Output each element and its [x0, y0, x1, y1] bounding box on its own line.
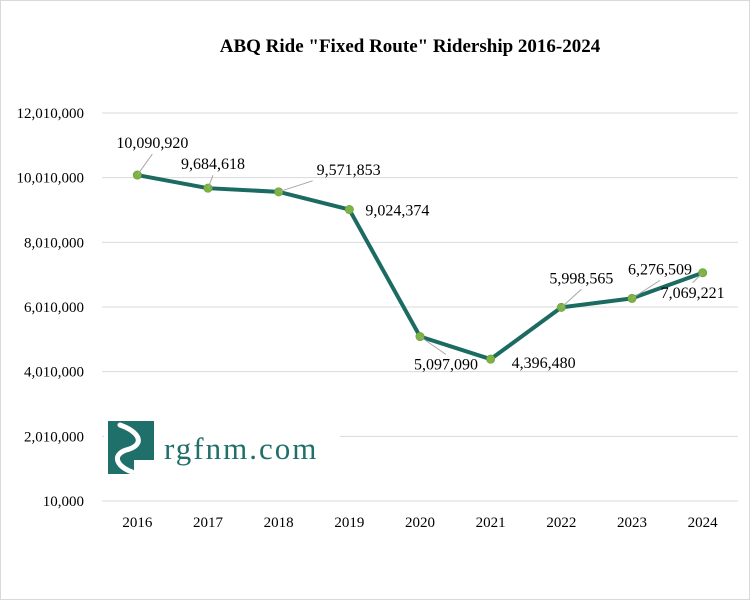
- data-point: [486, 354, 496, 364]
- x-tick-label: 2024: [688, 515, 719, 531]
- rgfnm-logo: rgfnm.com: [104, 421, 340, 476]
- leader-line: [692, 272, 704, 284]
- x-tick-label: 2022: [546, 515, 576, 531]
- data-label: 7,069,221: [661, 285, 725, 302]
- data-point: [415, 332, 425, 342]
- series-layer: [132, 170, 708, 364]
- leader-line: [136, 153, 153, 176]
- leader-line: [207, 175, 214, 189]
- y-tick-label: 4,010,000: [24, 365, 84, 381]
- y-tick-label: 12,010,000: [17, 106, 85, 122]
- leader-line: [631, 279, 661, 299]
- x-tick-label: 2019: [334, 515, 364, 531]
- data-label: 4,396,480: [512, 355, 576, 372]
- data-point: [274, 187, 284, 197]
- x-tick-label: 2017: [193, 515, 224, 531]
- logo-text: rgfnm.com: [164, 431, 318, 466]
- data-label: 5,998,565: [549, 270, 613, 287]
- data-label: 9,024,374: [365, 203, 429, 220]
- data-label: 10,090,920: [116, 135, 188, 152]
- x-axis-ticks: 2016 2017 2018 2019 2020 2021 2022 2023 2024: [122, 515, 718, 531]
- y-tick-label: 10,010,000: [17, 171, 85, 187]
- y-tick-label: 8,010,000: [24, 235, 84, 251]
- x-tick-label: 2020: [405, 515, 435, 531]
- data-labels: 10,090,920 9,684,618 9,571,853 9,024,374 5,0…: [116, 135, 724, 373]
- rgfnm-logo-icon: [108, 421, 154, 475]
- x-tick-label: 2021: [476, 515, 506, 531]
- y-axis-ticks: 10,000 2,010,000 4,010,000 6,010,000 8,010,0…: [17, 106, 85, 510]
- leader-line: [419, 336, 447, 355]
- y-tick-label: 10,000: [43, 494, 84, 510]
- data-label: 5,097,090: [414, 357, 478, 374]
- data-label: 6,276,509: [628, 261, 692, 278]
- leader-line: [560, 288, 582, 308]
- chart-title: ABQ Ride "Fixed Route" Ridership 2016-20…: [220, 36, 601, 57]
- x-tick-label: 2016: [122, 515, 153, 531]
- x-tick-label: 2018: [264, 515, 294, 531]
- data-point: [344, 205, 354, 215]
- data-label: 9,571,853: [317, 162, 381, 179]
- leader-line: [278, 180, 313, 193]
- y-tick-label: 6,010,000: [24, 300, 84, 316]
- x-tick-label: 2023: [617, 515, 647, 531]
- y-tick-label: 2,010,000: [24, 429, 84, 445]
- data-label: 9,684,618: [181, 156, 245, 173]
